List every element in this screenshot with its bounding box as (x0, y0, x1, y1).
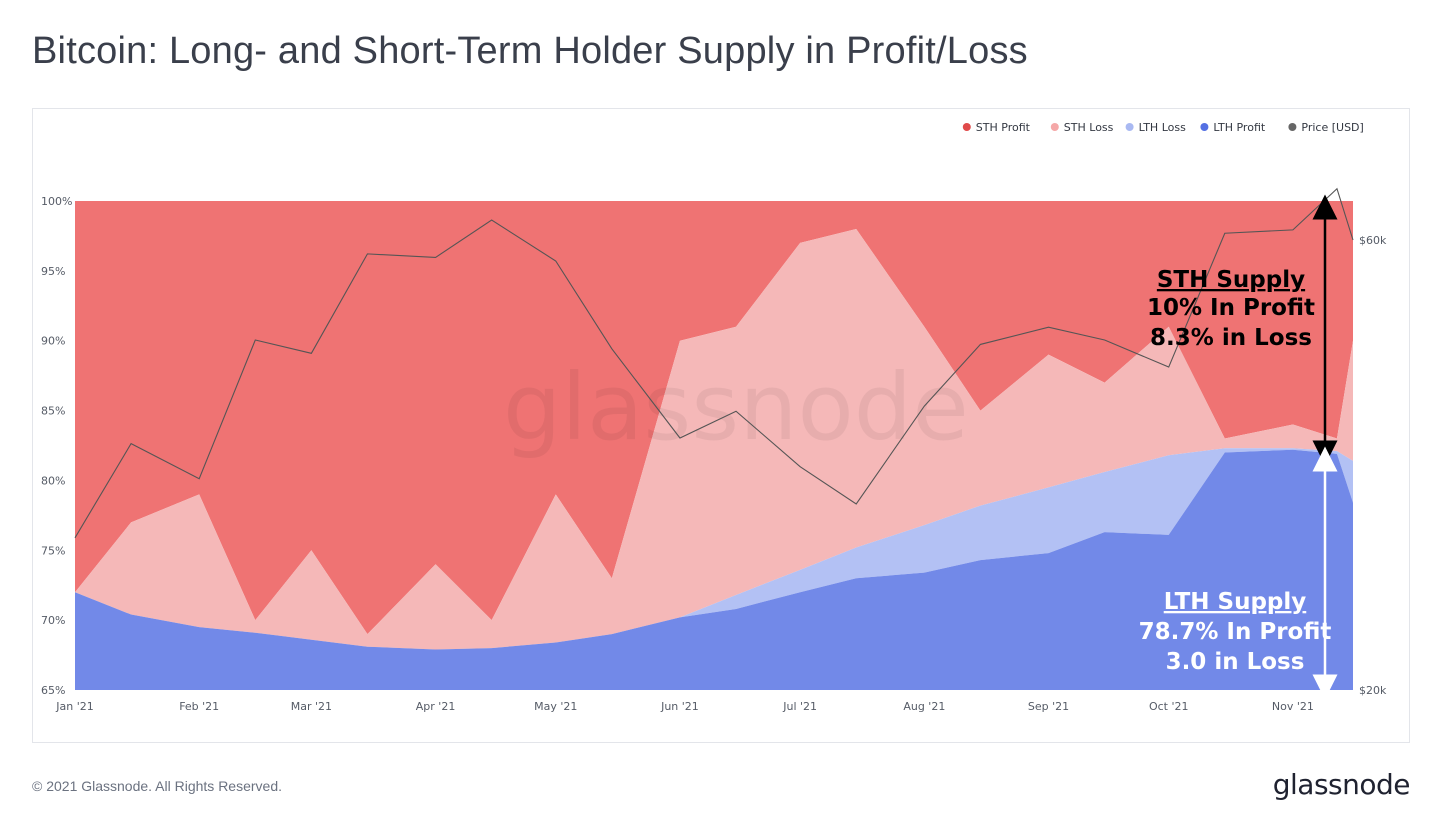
x-tick-label: May '21 (534, 700, 577, 713)
y-tick-label: 90% (41, 335, 65, 348)
x-tick-label: Sep '21 (1028, 700, 1069, 713)
y-axis-left: 65% 70% 75% 80% 85% 90% 95% 100% (41, 195, 72, 697)
y-right-tick-label: $60k (1359, 234, 1387, 247)
legend-item[interactable]: LTH Loss (1139, 121, 1186, 134)
y-tick-label: 85% (41, 405, 65, 418)
sth-annotation-profit: 10% In Profit (1147, 295, 1315, 321)
legend-item[interactable]: STH Profit (976, 121, 1031, 134)
sth-loss-area (75, 228, 1353, 650)
chart-frame: glassnode 65% 70% 75% 80% 85% 90% 95% 100% $20k… (32, 108, 1410, 743)
legend-swatch (1050, 123, 1059, 131)
x-axis: Jan '21 Feb '21 Mar '21 Apr '21 May '21 Jun '… (55, 700, 1314, 713)
y-axis-right: $20k $60k (1359, 234, 1387, 697)
lth-loss-area (75, 448, 1353, 650)
x-tick-label: Nov '21 (1272, 700, 1314, 713)
x-tick-label: Aug '21 (903, 700, 945, 713)
chart-svg: glassnode 65% 70% 75% 80% 85% 90% 95% 100% $20k… (41, 121, 1387, 713)
legend-item[interactable]: STH Loss (1064, 121, 1114, 134)
sth-profit-area (75, 201, 1353, 635)
y-tick-label: 80% (41, 474, 65, 487)
legend-swatch (1125, 123, 1134, 131)
y-tick-label: 75% (41, 544, 65, 557)
footer-brand-logo: glassnode (1272, 768, 1411, 801)
legend-swatch (1288, 123, 1297, 131)
legend-item[interactable]: LTH Profit (1213, 121, 1265, 134)
price-line (74, 187, 1354, 539)
y-tick-label: 70% (41, 614, 65, 627)
x-tick-label: Jul '21 (782, 700, 817, 713)
lth-annotation-profit: 78.7% In Profit (1139, 619, 1332, 645)
lth-profit-area (75, 449, 1353, 690)
x-tick-label: Jan '21 (55, 700, 93, 713)
y-tick-label: 100% (41, 195, 72, 208)
page-title: Bitcoin: Long- and Short-Term Holder Sup… (32, 30, 1028, 72)
y-right-tick-label: $20k (1359, 684, 1387, 697)
x-tick-label: Oct '21 (1149, 700, 1189, 713)
legend-item[interactable]: Price [USD] (1301, 121, 1363, 134)
legend: STH Profit STH Loss LTH Loss LTH Profit Pric… (962, 121, 1364, 134)
lth-annotation-title: LTH Supply (1164, 589, 1307, 615)
watermark: glassnode (503, 354, 969, 461)
x-tick-label: Apr '21 (416, 700, 456, 713)
lth-annotation-loss: 3.0 in Loss (1166, 649, 1305, 675)
footer-copyright: © 2021 Glassnode. All Rights Reserved. (32, 778, 283, 794)
legend-swatch (962, 123, 971, 131)
lth-annotation: LTH Supply 78.7% In Profit 3.0 in Loss (1139, 589, 1332, 675)
x-tick-label: Feb '21 (179, 700, 219, 713)
sth-annotation: STH Supply 10% In Profit 8.3% in Loss (1147, 267, 1315, 351)
sth-annotation-loss: 8.3% in Loss (1150, 325, 1312, 351)
y-tick-label: 95% (41, 265, 65, 278)
legend-swatch (1200, 123, 1209, 131)
sth-annotation-title: STH Supply (1157, 267, 1305, 293)
y-tick-label: 65% (41, 684, 65, 697)
x-tick-label: Jun '21 (660, 700, 699, 713)
x-tick-label: Mar '21 (291, 700, 332, 713)
